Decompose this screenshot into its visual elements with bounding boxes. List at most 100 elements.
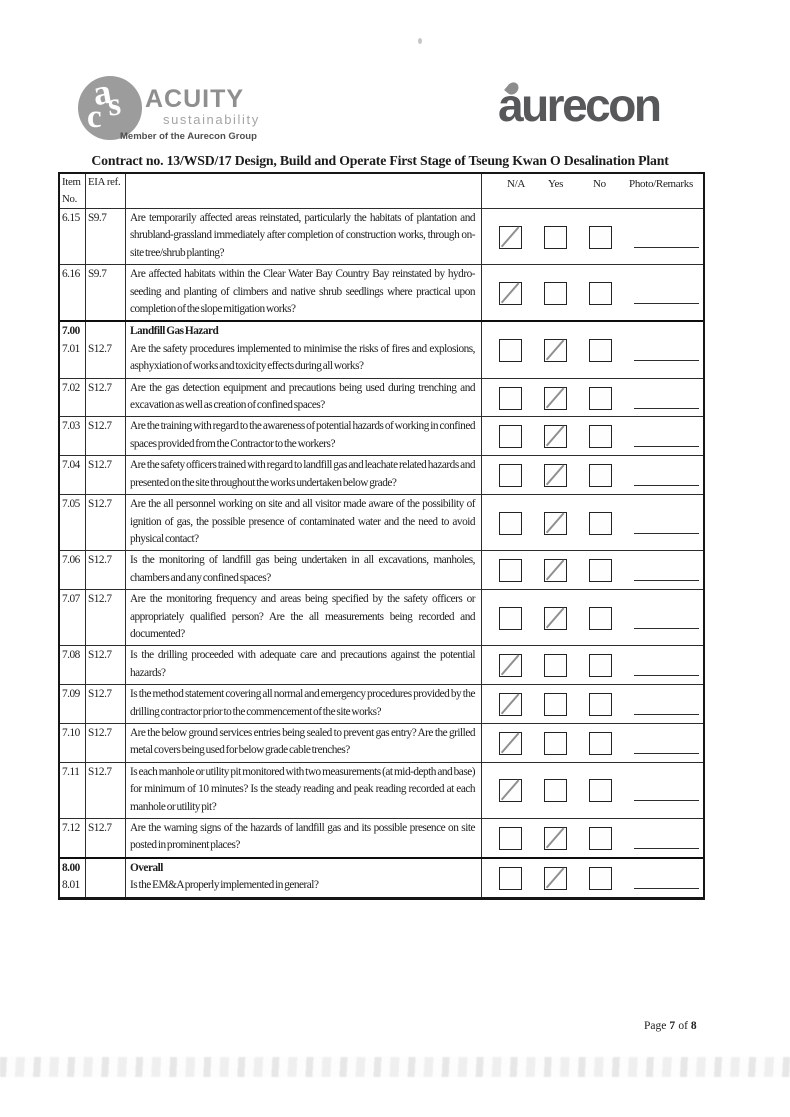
eia-ref-cell: S12.7: [86, 378, 126, 417]
check-mark-icon: [545, 827, 565, 849]
checkbox-na: [499, 654, 522, 678]
eia-ref: S12.7: [88, 822, 112, 834]
table-row: 7.08 S12.7 Is the drilling proceeded with …: [60, 645, 703, 685]
checkbox-yes: [544, 511, 567, 535]
eia-ref: S12.7: [88, 498, 112, 511]
checkbox-na: [499, 866, 522, 890]
eia-ref-cell: S9.7: [86, 209, 126, 265]
checkbox-na: [499, 281, 522, 305]
checkbox-na: [499, 731, 522, 755]
check-mark-icon: [545, 425, 565, 447]
answer-cell: [482, 265, 703, 320]
checkbox-no: [589, 339, 612, 363]
page-of-label: of: [678, 1020, 688, 1032]
document-title: Contract no. 13/WSD/17 Design, Build and…: [91, 153, 669, 168]
answer-cell: [482, 209, 703, 264]
answer-cell: [482, 859, 703, 897]
item-cell: 8.00 8.01: [60, 858, 86, 897]
checkbox-no: [589, 511, 612, 535]
checklist-rows: 6.15 S9.7 Are temporarily affected areas r…: [60, 208, 703, 897]
item-number: 7.10: [62, 726, 80, 739]
eia-ref-cell: S12.7: [86, 819, 126, 857]
eia-ref-cell: S12.7: [86, 723, 126, 762]
question-cell: Are temporarily affected areas reinstate…: [126, 209, 482, 265]
check-mark-icon: [545, 387, 565, 408]
table-row: 7.09 S12.7 Is the method statement coverin…: [60, 684, 703, 723]
remarks-underline: [634, 302, 699, 304]
eia-ref: S12.7: [88, 593, 112, 606]
check-mark-icon: [500, 732, 520, 754]
checkbox-yes: [544, 731, 567, 755]
table-row: 7.11 S12.7 Is each manhole or utility pit …: [60, 761, 703, 818]
eia-ref: S12.7: [88, 649, 112, 662]
eia-ref-cell: S12.7: [86, 495, 126, 551]
item-cell: 7.08: [60, 646, 86, 685]
check-mark-icon: [545, 339, 565, 361]
item-cell: 7.12: [60, 819, 86, 857]
eia-ref: S12.7: [88, 381, 112, 394]
remarks-underline: [634, 675, 699, 677]
ref-spacer: [88, 860, 125, 877]
question-cell: Landfill Gas Hazard Are the safety proced…: [126, 322, 482, 378]
ref-spacer: [88, 323, 125, 340]
item-cell: 7.04: [60, 456, 86, 495]
table-row: 7.06 S12.7 Is the monitoring of landfill g…: [60, 550, 703, 590]
answer-cell: [482, 495, 703, 550]
table-row: 6.15 S9.7 Are temporarily affected areas r…: [60, 208, 703, 265]
eia-ref: S12.7: [88, 688, 112, 701]
checkbox-na: [499, 425, 522, 449]
question-text: Is the EM&A properly implemented in gene…: [130, 879, 319, 892]
checkbox-no: [589, 826, 612, 850]
acuity-logo: a s c ACUITY sustainability Member of th…: [78, 71, 338, 146]
acuity-brand-text: ACUITY: [145, 85, 245, 113]
acuity-circle-letter-s: s: [106, 86, 123, 124]
eia-ref-cell: S12.7: [86, 417, 126, 456]
table-row: 7.03 S12.7 Are the training with regard to…: [60, 416, 703, 456]
header-na-label: N/A: [507, 178, 526, 190]
checkbox-yes: [544, 606, 567, 630]
question-cell: Are affected habitats within the Clear W…: [126, 265, 482, 321]
answer-cell: [482, 724, 703, 762]
eia-ref: S9.7: [88, 212, 107, 224]
acuity-circle-letter-c: c: [87, 99, 102, 135]
checkbox-no: [589, 866, 612, 890]
check-mark-icon: [545, 512, 565, 533]
remarks-underline: [634, 407, 699, 409]
item-number: 7.00: [62, 325, 80, 338]
check-mark-icon: [500, 779, 520, 801]
checkbox-na: [499, 826, 522, 850]
checkbox-na: [499, 386, 522, 410]
item-number: 7.02: [62, 381, 80, 394]
remarks-underline: [634, 360, 699, 362]
table-row: 7.04 S12.7 Are the safety officers trained…: [60, 455, 703, 495]
checkbox-no: [589, 425, 612, 449]
answer-cell: [482, 456, 703, 494]
item-cell: 7.11: [60, 762, 86, 818]
page-total: 8: [690, 1020, 697, 1032]
answer-cell: [482, 819, 703, 857]
eia-ref-cell: S12.7: [86, 762, 126, 818]
question-text: Are affected habitats within the Clear W…: [130, 268, 476, 316]
answer-cell: [482, 322, 703, 377]
remarks-underline: [634, 752, 699, 754]
answer-cell: [482, 685, 703, 723]
checkbox-yes: [544, 386, 567, 410]
checkbox-yes: [544, 693, 567, 717]
item-cell: 7.09: [60, 685, 86, 723]
checkbox-no: [589, 779, 612, 803]
remarks-underline: [634, 847, 699, 849]
eia-ref-cell: S12.7: [86, 456, 126, 495]
page-current: 7: [669, 1020, 676, 1032]
checkbox-yes: [544, 559, 567, 583]
aurecon-brand-text: aurecon: [498, 79, 662, 131]
question-cell: Are the gas detection equipment and prec…: [126, 378, 482, 417]
checkbox-na: [499, 464, 522, 488]
item-number: 7.03: [62, 420, 80, 433]
question-text: Is each manhole or utility pit monitored…: [130, 765, 476, 813]
eia-ref-cell: S12.7: [86, 590, 126, 646]
checkbox-yes: [544, 425, 567, 449]
item-number: 6.16: [62, 268, 80, 281]
question-text: Are the all personnel working on site an…: [130, 498, 476, 545]
remarks-underline: [634, 714, 699, 716]
